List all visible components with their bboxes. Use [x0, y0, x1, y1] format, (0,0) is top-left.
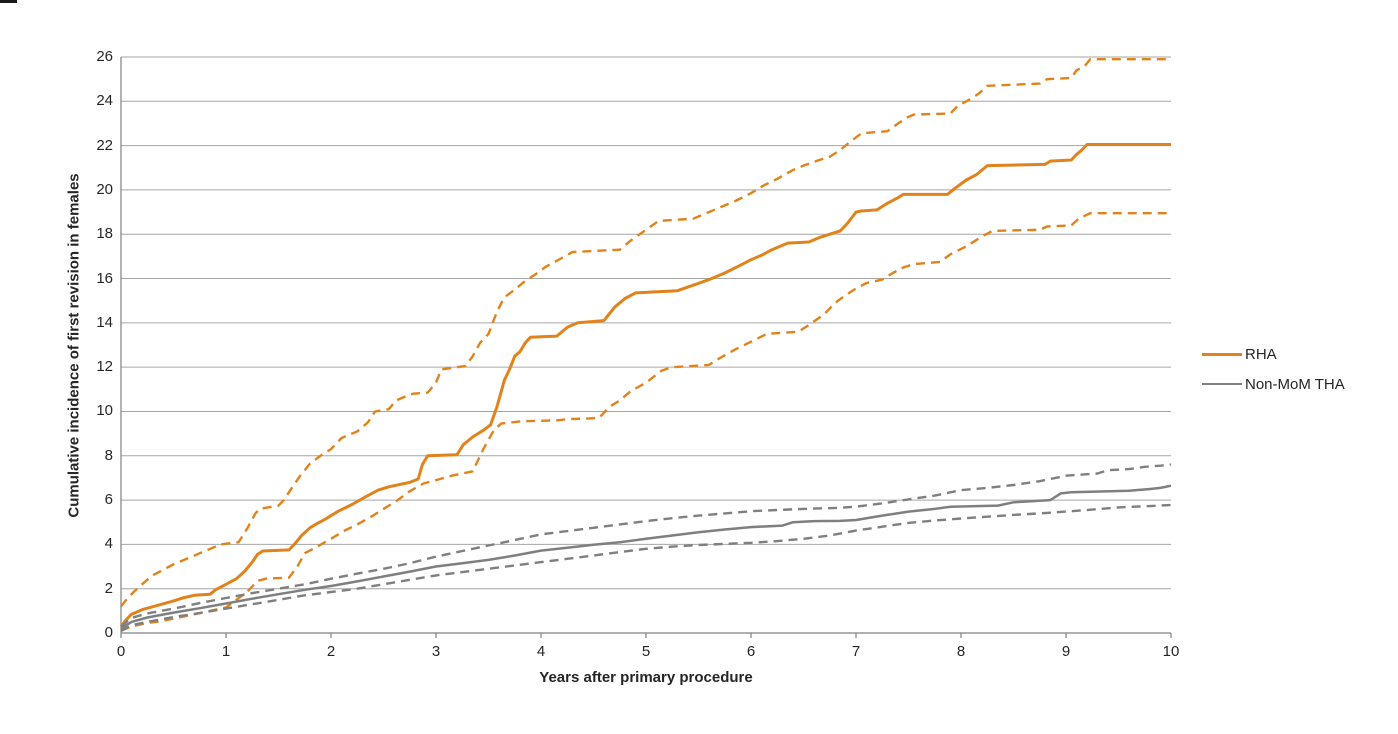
x-tick-label-5: 5: [641, 643, 651, 660]
y-tick-label-12: 12: [96, 358, 113, 376]
x-tick-label-3: 3: [431, 643, 441, 660]
y-tick-label-0: 0: [104, 624, 113, 641]
legend: RHA Non-MoM THA: [1202, 339, 1345, 399]
x-axis-title: Years after primary procedure: [539, 669, 753, 686]
y-tick-label-2: 2: [104, 579, 113, 597]
series-rha: [119, 143, 1171, 628]
rha-line-swatch: [1202, 352, 1242, 356]
y-tick-label-6: 6: [104, 491, 113, 509]
x-tick-label-1: 1: [221, 643, 231, 660]
y-tick-label-18: 18: [96, 225, 113, 243]
series-non-mom-tha-95-ci-upper: [120, 463, 1172, 628]
y-tick-label-4: 4: [104, 535, 113, 553]
legend-label-rha: RHA: [1245, 345, 1277, 363]
legend-item-rha: RHA: [1202, 339, 1345, 369]
x-tick-label-0: 0: [116, 643, 126, 660]
y-tick-label-20: 20: [96, 180, 113, 198]
x-tick-label-8: 8: [956, 643, 966, 660]
y-tick-label-22: 22: [96, 136, 113, 154]
y-tick-label-26: 26: [96, 48, 113, 65]
series-non-mom-tha: [120, 484, 1172, 630]
x-tick-label-4: 4: [536, 643, 546, 660]
series-non-mom-tha-95-ci-lower: [120, 503, 1172, 632]
x-tick-label-7: 7: [851, 643, 861, 660]
y-tick-label-24: 24: [96, 92, 113, 110]
non-mom-tha-line-swatch: [1202, 383, 1242, 385]
x-tick-label-10: 10: [1162, 643, 1180, 660]
legend-label-non-mom-tha: Non-MoM THA: [1245, 375, 1345, 393]
y-tick-label-10: 10: [96, 402, 113, 420]
series-rha-95-ci-upper: [120, 58, 1171, 608]
x-tick-label-2: 2: [326, 643, 336, 660]
y-tick-label-16: 16: [96, 269, 113, 287]
x-tick-label-6: 6: [746, 643, 756, 660]
y-tick-label-14: 14: [96, 313, 113, 331]
y-tick-label-8: 8: [104, 446, 113, 464]
legend-item-non-mom-tha: Non-MoM THA: [1202, 369, 1345, 399]
series-rha-95-ci-lower: [120, 211, 1171, 632]
x-tick-label-9: 9: [1061, 643, 1071, 660]
screenshot-edge-artifact: [0, 0, 17, 3]
